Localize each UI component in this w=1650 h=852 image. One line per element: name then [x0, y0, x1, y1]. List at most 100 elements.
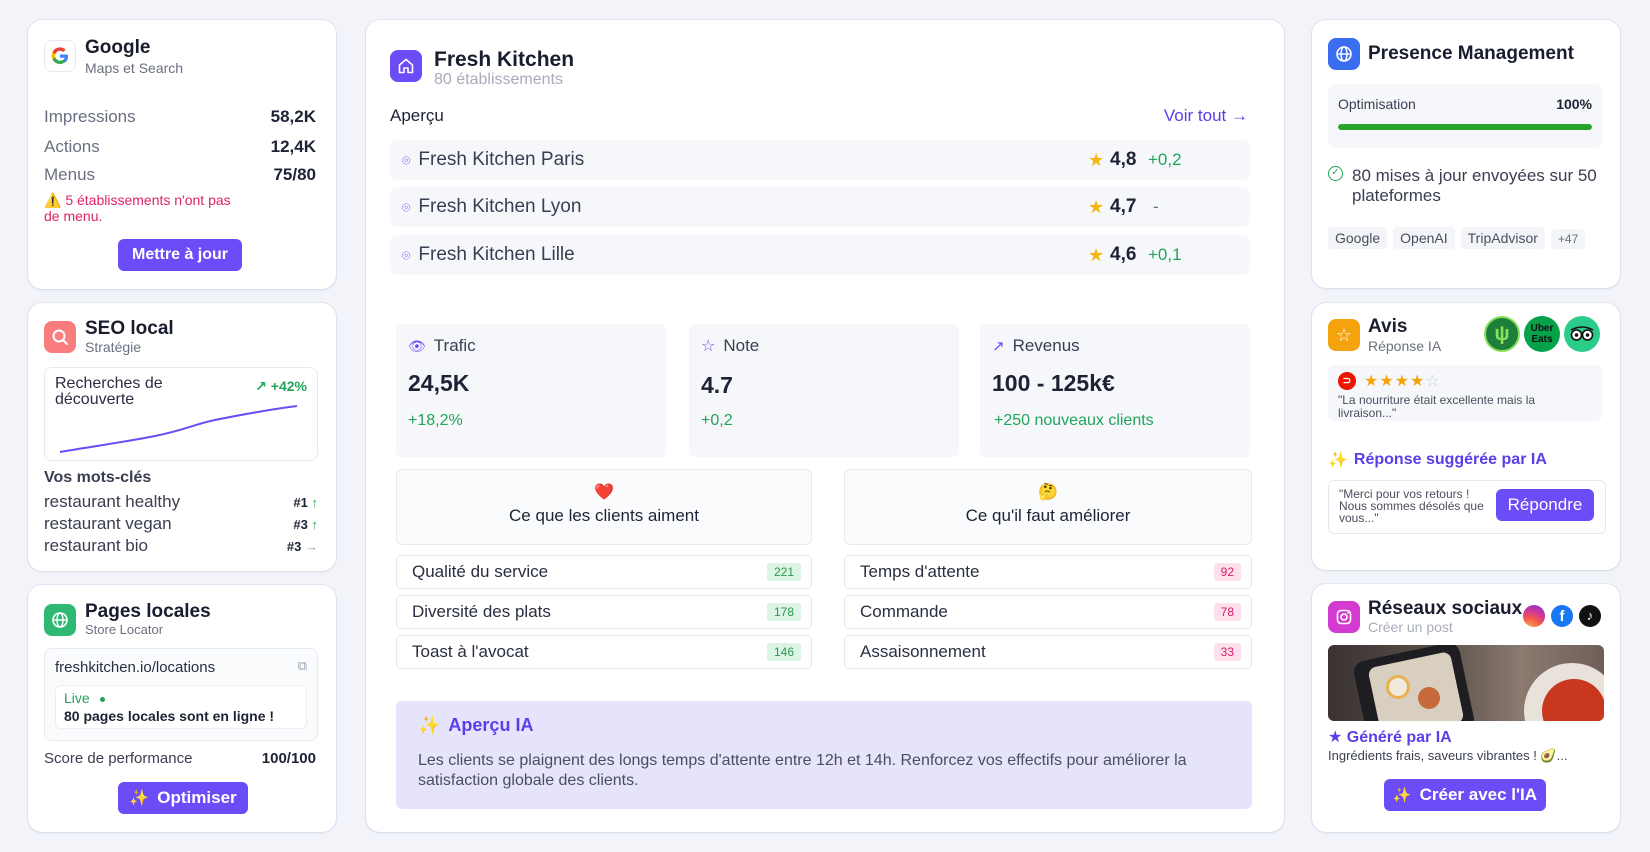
- likes-title: Ce que les clients aiment: [509, 506, 699, 525]
- actions-label: Actions: [44, 137, 100, 156]
- revenue-delta: +250 nouveaux clients: [994, 412, 1154, 429]
- keyword-row: restaurant bio #3 →: [44, 535, 318, 557]
- seo-subtitle: Stratégie: [85, 339, 142, 355]
- star-filled-icon: ★: [1410, 373, 1426, 390]
- improve-title: Ce qu'il faut améliorer: [965, 506, 1131, 525]
- keyword-rank: #3 ↑: [293, 516, 319, 532]
- update-button[interactable]: Mettre à jour: [118, 239, 242, 271]
- improve-item[interactable]: Commande 78: [844, 595, 1252, 629]
- instagram-logo-icon[interactable]: [1523, 605, 1545, 627]
- live-status-box: Live 80 pages locales sont en ligne !: [55, 685, 307, 729]
- keyword-trend-icon: →: [305, 538, 318, 554]
- trend-up-icon: ↗: [255, 378, 267, 394]
- magic-wand-icon: ✨: [1328, 452, 1348, 469]
- instagram-icon: [1328, 601, 1360, 633]
- location-rating: 4,8: [1110, 149, 1137, 170]
- likes-item[interactable]: Toast à l'avocat 146: [396, 635, 812, 669]
- location-name: Fresh Kitchen Lille: [418, 244, 575, 265]
- revenue-metric: ↗ Revenus 100 - 125k€ +250 nouveaux clie…: [980, 324, 1250, 457]
- keyword-rank: #1 ↑: [293, 494, 319, 510]
- star-outline-icon: ☆: [701, 338, 716, 355]
- optimization-label: Optimisation: [1338, 96, 1416, 112]
- keyword-trend-icon: ↑: [311, 516, 319, 532]
- thinking-face-icon: 🤔: [1038, 484, 1058, 501]
- keyword-trend-icon: ↑: [311, 494, 319, 510]
- discovery-trend-line: [59, 405, 298, 453]
- check-circle-icon: ✓: [1328, 166, 1343, 181]
- likes-item[interactable]: Qualité du service 221: [396, 555, 812, 589]
- eye-icon: 👁: [408, 337, 426, 354]
- optimization-progress-fill: [1338, 124, 1592, 130]
- ai-overview-title: Aperçu IA: [448, 715, 534, 735]
- updates-text: 80 mises à jour envoyées sur 50 platefor…: [1352, 166, 1597, 205]
- locator-url[interactable]: freshkitchen.io/locations: [55, 659, 216, 676]
- improve-item-label: Commande: [860, 602, 948, 621]
- keyword-row: restaurant healthy #1 ↑: [44, 491, 318, 513]
- heart-icon: ❤️: [594, 484, 614, 501]
- improve-item-count: 33: [1213, 643, 1241, 661]
- star-filled-icon: ★: [1364, 373, 1380, 390]
- tripadvisor-logo-icon: [1564, 316, 1600, 352]
- improve-item[interactable]: Assaisonnement 33: [844, 635, 1252, 669]
- location-pin-icon: ⌾: [402, 198, 411, 215]
- google-subtitle: Maps et Search: [85, 60, 184, 76]
- magic-wand-icon: ✨: [129, 790, 150, 807]
- generated-label: ★ Généré par IA: [1328, 729, 1452, 746]
- location-row[interactable]: ⌾ Fresh Kitchen Paris ★ 4,8 +0,2: [390, 140, 1250, 180]
- keyword-row: restaurant vegan #3 ↑: [44, 513, 318, 535]
- seo-card: SEO local Stratégie Recherches de découv…: [28, 303, 336, 571]
- improve-item[interactable]: Temps d'attente 92: [844, 555, 1252, 589]
- location-row[interactable]: ⌾ Fresh Kitchen Lyon ★ 4,7-: [390, 187, 1250, 227]
- likes-item-label: Diversité des plats: [412, 602, 551, 621]
- traffic-label: Trafic: [433, 336, 476, 355]
- traffic-value: 24,5K: [408, 370, 470, 396]
- keyword-label: restaurant vegan: [44, 514, 172, 533]
- main-panel: Fresh Kitchen 80 établissements Aperçu V…: [366, 20, 1284, 832]
- platform-chip: +47: [1550, 229, 1586, 249]
- google-title: Google: [85, 37, 151, 58]
- tiktok-logo-icon[interactable]: ♪: [1579, 605, 1601, 627]
- store-locator-box: freshkitchen.io/locations ⧉ Live 80 page…: [44, 648, 318, 741]
- star-icon: ★: [1088, 149, 1105, 170]
- suggest-text: "Merci pour vos retours ! Nous sommes dé…: [1339, 487, 1484, 525]
- location-delta: +0,1: [1148, 245, 1182, 264]
- see-all-link[interactable]: Voir tout →: [1163, 106, 1248, 125]
- social-card: Réseaux sociaux Créer un post f ♪ ★ Géné…: [1312, 584, 1620, 832]
- star-icon: ★: [1088, 244, 1105, 265]
- keywords-list: restaurant healthy #1 ↑ restaurant vegan #3…: [44, 491, 318, 557]
- menus-value: 75/80: [273, 165, 316, 184]
- review-item: ⊃ ★★★★☆ "La nourriture était excellente …: [1328, 365, 1602, 421]
- revenue-label: Revenus: [1012, 336, 1080, 355]
- location-row[interactable]: ⌾ Fresh Kitchen Lille ★ 4,6 +0,1: [390, 235, 1250, 275]
- ai-overview-text: Les clients se plaignent des longs temps…: [418, 752, 1187, 789]
- reviews-subtitle: Réponse IA: [1368, 338, 1442, 354]
- keyword-label: restaurant bio: [44, 536, 148, 555]
- location-rating: 4,7: [1110, 196, 1137, 217]
- external-link-icon[interactable]: ⧉: [297, 658, 307, 673]
- presence-card: Presence Management Optimisation 100% ✓ …: [1312, 20, 1620, 288]
- optimize-button[interactable]: ✨ Optimiser: [118, 782, 248, 814]
- location-pin-icon: ⌾: [402, 246, 411, 263]
- facebook-logo-icon[interactable]: f: [1551, 605, 1573, 627]
- keyword-rank: #3 →: [286, 538, 318, 554]
- main-title: Fresh Kitchen: [434, 48, 575, 71]
- actions-value: 12,4K: [270, 137, 316, 156]
- reply-button[interactable]: Répondre: [1496, 489, 1594, 521]
- create-with-ai-button[interactable]: ✨ Créer avec l'IA: [1384, 779, 1546, 811]
- likes-item[interactable]: Diversité des plats 178: [396, 595, 812, 629]
- platform-chip: TripAdvisor: [1460, 227, 1545, 249]
- google-card: Google Maps et Search Impressions 58,2K …: [28, 20, 336, 289]
- location-rating: 4,6: [1110, 244, 1137, 265]
- post-caption: Ingrédients frais, saveurs vibrantes ! 🥑…: [1328, 748, 1568, 763]
- pages-title: Pages locales: [85, 601, 211, 622]
- location-delta: +0,2: [1148, 150, 1182, 169]
- revenue-value: 100 - 125k€: [992, 370, 1115, 396]
- platform-chip: Google: [1328, 227, 1388, 249]
- warning-icon: ⚠️: [44, 192, 62, 208]
- ubereats-logo-icon: Uber Eats: [1524, 316, 1560, 352]
- trend-up-icon: ↗: [992, 338, 1005, 355]
- pages-card: Pages locales Store Locator freshkitchen…: [28, 585, 336, 832]
- improve-item-count: 78: [1213, 603, 1241, 621]
- traffic-delta: +18,2%: [408, 412, 463, 429]
- thefork-logo-icon: ψ: [1484, 316, 1520, 352]
